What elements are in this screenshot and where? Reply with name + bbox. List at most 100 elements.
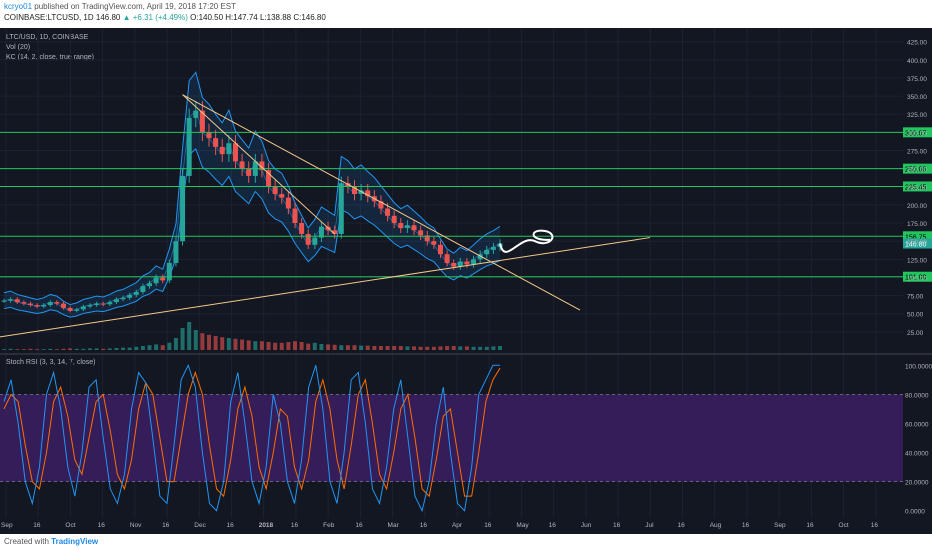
candle-body: [193, 110, 199, 118]
volume-bar: [266, 342, 271, 350]
footer-text: Created with TradingView: [4, 537, 98, 546]
volume-bar: [286, 342, 291, 350]
volume-bar: [220, 337, 225, 350]
candle-body: [404, 225, 410, 229]
candle-body: [292, 208, 298, 224]
x-tick-label: Jun: [581, 522, 592, 529]
x-tick-label: May: [516, 522, 529, 529]
volume-bar: [345, 345, 350, 350]
legend-volume: Vol (20): [6, 44, 31, 51]
publish-info: kcryo01 published on TradingView.com, Ap…: [4, 2, 236, 11]
y-tick-label: 300.00: [907, 130, 927, 137]
volume-bar: [94, 348, 99, 350]
candle-body: [471, 259, 477, 265]
volume-bar: [54, 349, 59, 350]
candle-body: [424, 235, 430, 242]
candle-body: [14, 299, 20, 303]
stoch-tick-label: 0.0000: [905, 509, 925, 516]
y-tick-label: 100.00: [907, 275, 927, 282]
level-tag: [903, 163, 932, 174]
candle-body: [61, 303, 67, 308]
candle-body: [239, 161, 245, 169]
candle-body: [378, 201, 384, 209]
level-label: 101.00: [905, 275, 927, 282]
tradingview-logo[interactable]: TradingView: [51, 537, 99, 546]
candle-body: [87, 305, 93, 307]
y-tick-label: 175.00: [907, 221, 927, 228]
volume-bar: [332, 344, 337, 350]
volume-bar: [498, 346, 502, 350]
volume-bar: [81, 348, 86, 350]
volume-bar: [392, 346, 397, 350]
x-tick-label: 16: [420, 522, 428, 529]
candle-body: [332, 230, 338, 234]
volume-bar: [68, 348, 73, 350]
candle-body: [358, 190, 364, 195]
candle-body: [246, 168, 252, 176]
keltner-channel-fill: [4, 72, 500, 318]
price-change: ▲ +6.31 (+4.49%): [122, 13, 188, 22]
candle-body: [365, 190, 371, 197]
last-price-label: 146.80: [905, 242, 927, 249]
candle-body: [398, 223, 404, 229]
volume-bar: [134, 346, 139, 350]
candle-body: [219, 146, 225, 155]
volume-bar: [273, 342, 278, 350]
volume-bar: [292, 341, 297, 350]
candle-body: [21, 302, 27, 304]
y-tick-label: 250.00: [907, 167, 927, 174]
keltner-lower: [3, 148, 501, 318]
x-tick-label: 16: [549, 522, 557, 529]
candle-body: [34, 305, 40, 307]
volume-bar: [15, 349, 20, 350]
candle-body: [418, 230, 424, 236]
x-tick-label: 16: [806, 522, 814, 529]
volume-bar: [28, 348, 33, 350]
y-tick-label: 400.00: [907, 58, 927, 65]
candle-body: [47, 302, 53, 306]
last-price: 146.80: [95, 13, 121, 22]
volume-bar: [187, 322, 192, 350]
candle-body: [27, 303, 33, 306]
candle-body: [113, 299, 119, 303]
level-label: 300.07: [905, 130, 927, 137]
x-tick-label: 16: [162, 522, 170, 529]
y-tick-label: 375.00: [907, 76, 927, 83]
volume-bar: [458, 346, 463, 350]
level-tag: [903, 127, 932, 138]
candle-body: [279, 194, 285, 198]
price-chart[interactable]: 300.07 250.00 225.45 156.75 101.00 146.80 25.0…: [0, 28, 932, 534]
volume-bar: [246, 340, 251, 350]
candle-body: [312, 237, 318, 245]
forecast-squiggle: [499, 229, 554, 253]
legend-keltner: KC (14, 2, close, true range): [6, 54, 94, 61]
volume-bar: [319, 344, 324, 350]
trendline-ascending: [0, 237, 651, 338]
volume-bar: [464, 346, 469, 350]
volume-bar: [154, 344, 159, 350]
x-tick-label: 16: [291, 522, 299, 529]
trendline-steep: [182, 94, 336, 235]
y-tick-label: 425.00: [907, 40, 927, 47]
volume-bar: [127, 347, 132, 350]
candle-body: [232, 143, 238, 162]
volume-bar: [121, 347, 126, 350]
candle-body: [133, 291, 139, 295]
candle-body: [120, 297, 126, 300]
candle-body: [299, 223, 305, 234]
ohlc-values: O:140.50 H:147.74 L:138.88 C:146.80: [190, 13, 326, 22]
candle-body: [41, 305, 47, 307]
author-link[interactable]: kcryo01: [4, 2, 33, 11]
x-tick-label: Apr: [452, 522, 463, 529]
x-tick-label: 16: [677, 522, 685, 529]
volume-bar: [378, 346, 383, 350]
volume-bar: [326, 344, 331, 350]
stoch-k-line: [3, 363, 500, 513]
volume-bar: [372, 346, 377, 350]
candle-body: [266, 170, 272, 187]
volume-bar: [259, 341, 264, 350]
stoch-tick-label: 100.0000: [905, 363, 932, 370]
volume-bar: [299, 342, 304, 350]
candle-body: [226, 143, 232, 155]
candle-body: [199, 110, 205, 133]
